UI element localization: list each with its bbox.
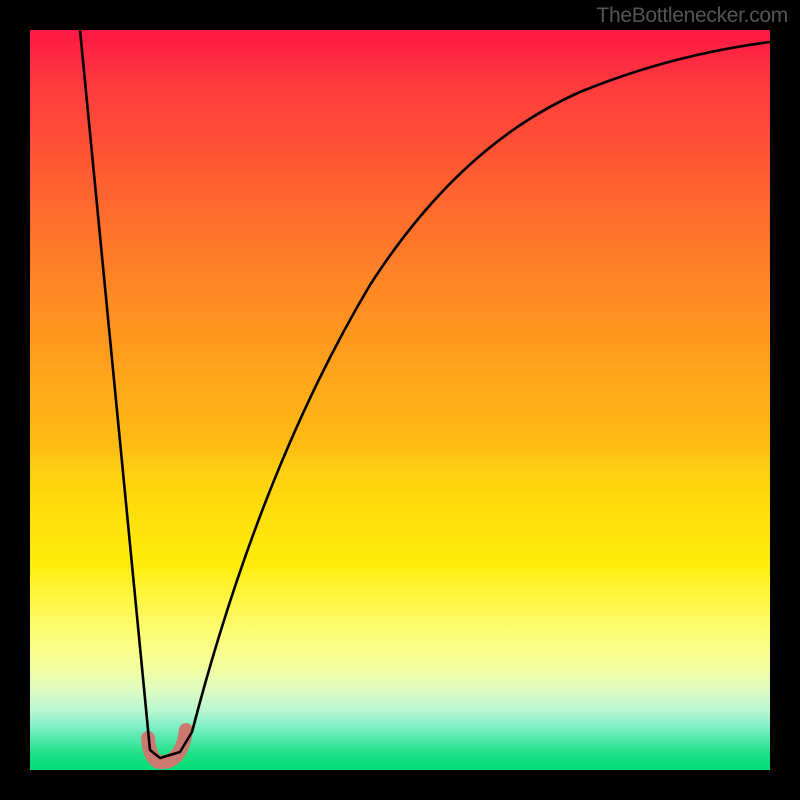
watermark-text: TheBottlenecker.com [596, 4, 788, 28]
chart-svg [30, 30, 770, 770]
plot-area [30, 30, 770, 770]
marker-hook [148, 730, 186, 762]
bottleneck-curve [80, 30, 770, 758]
